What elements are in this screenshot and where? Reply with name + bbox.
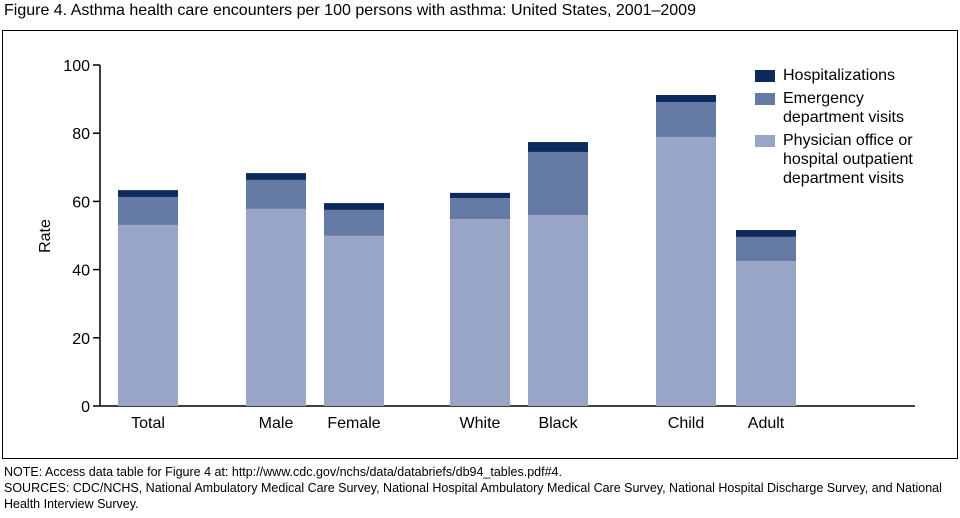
legend-swatch [755, 93, 775, 105]
bar-segment [736, 261, 796, 406]
legend-label: Hospitalizations [783, 67, 896, 84]
bar-segment [118, 190, 178, 197]
legend-item: Hospitalizations [755, 66, 955, 85]
bar-segment [656, 95, 716, 103]
x-tick-label: White [460, 415, 501, 432]
notes: NOTE: Access data table for Figure 4 at:… [4, 464, 959, 512]
x-tick-label: Female [327, 415, 380, 432]
legend-swatch [755, 135, 775, 147]
legend-swatch [755, 70, 775, 82]
sources: SOURCES: CDC/NCHS, National Ambulatory M… [4, 481, 942, 511]
legend-item: Emergency department visits [755, 89, 955, 127]
chart-title: Figure 4. Asthma health care encounters … [4, 2, 696, 19]
legend-item: Physician office or hospital outpatient … [755, 131, 955, 188]
bar-segment [656, 102, 716, 137]
y-tick-label: 100 [63, 58, 90, 75]
y-axis-label: Rate [37, 219, 54, 253]
x-tick-label: Black [538, 415, 578, 432]
bar-segment [324, 209, 384, 236]
x-tick-label: Male [259, 415, 294, 432]
x-tick-label: Child [668, 415, 704, 432]
bar-segment [450, 197, 510, 220]
x-tick-label: Adult [748, 415, 785, 432]
bar-segment [246, 179, 306, 209]
y-tick-label: 40 [72, 263, 90, 280]
y-tick-label: 60 [72, 194, 90, 211]
y-tick-label: 80 [72, 126, 90, 143]
bar-segment [528, 151, 588, 216]
chart-frame [2, 30, 958, 459]
bar-segment [450, 192, 510, 198]
bar-segment [324, 235, 384, 406]
bar-segment [450, 219, 510, 406]
bar-segment [324, 203, 384, 210]
bar-segment [246, 208, 306, 406]
bar-segment [528, 142, 588, 152]
bar-segment [736, 230, 796, 237]
bar-segment [246, 173, 306, 180]
legend-label: Emergency department visits [783, 90, 904, 126]
legend: Hospitalizations Emergency department vis… [755, 66, 955, 192]
y-tick-label: 0 [81, 399, 90, 416]
y-tick-label: 20 [72, 331, 90, 348]
bar-segment [656, 136, 716, 407]
bar-segment [118, 224, 178, 406]
x-tick-label: Total [131, 415, 165, 432]
bar-segment [736, 236, 796, 262]
bar-segment [118, 196, 178, 225]
legend-label: Physician office or hospital outpatient … [783, 132, 913, 187]
note: NOTE: Access data table for Figure 4 at:… [4, 465, 562, 479]
bar-segment [528, 215, 588, 406]
